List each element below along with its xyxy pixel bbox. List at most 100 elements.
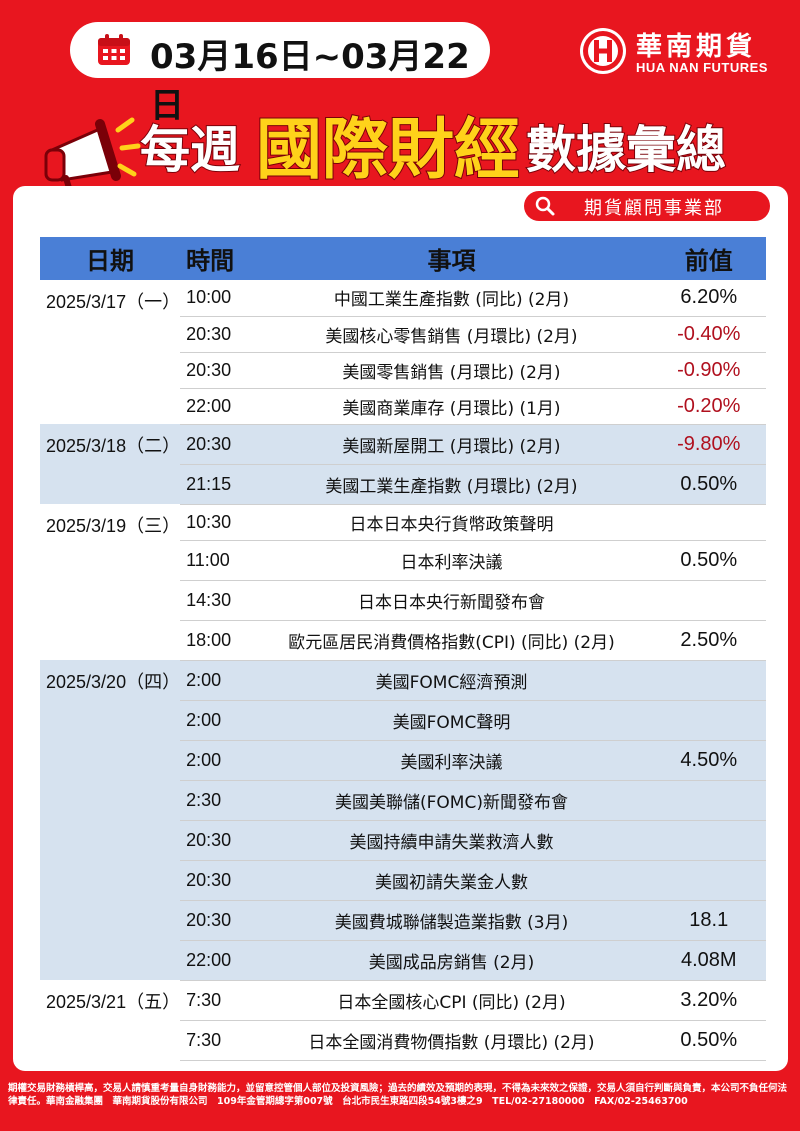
row-previous bbox=[651, 660, 766, 701]
table-row: 2025/3/17（一） 10:00 中國工業生產指數 (同比) (2月) 6.… bbox=[40, 280, 766, 317]
page-title: 每週 國際財經 數據彙總 bbox=[139, 94, 760, 189]
table-row: 2025/3/21（五） 7:30 日本全國核心CPI (同比) (2月) 3.… bbox=[40, 980, 766, 1021]
row-previous: 0.50% bbox=[651, 1020, 766, 1061]
row-previous: -9.80% bbox=[651, 424, 766, 465]
row-item: 美國FOMC經濟預測 bbox=[251, 660, 652, 701]
calendar-icon bbox=[98, 34, 130, 65]
row-time: 2:30 bbox=[180, 780, 252, 821]
table-row: 11:00 日本利率決議 0.50% bbox=[40, 540, 766, 581]
table-body: 2025/3/17（一） 10:00 中國工業生產指數 (同比) (2月) 6.… bbox=[40, 280, 766, 1061]
row-date: 2025/3/18（二） bbox=[40, 424, 181, 504]
row-item: 美國商業庫存 (月環比) (1月) bbox=[251, 388, 652, 425]
table-row: 2025/3/19（三） 10:30 日本日本央行貨幣政策聲明 bbox=[40, 504, 766, 541]
table-row: 21:15 美國工業生產指數 (月環比) (2月) 0.50% bbox=[40, 464, 766, 505]
row-time: 20:30 bbox=[180, 352, 252, 389]
row-previous: 2.50% bbox=[651, 620, 766, 661]
table-row: 22:00 美國成品房銷售 (2月) 4.08M bbox=[40, 940, 766, 981]
header-date: 日期 bbox=[40, 237, 181, 280]
title-part-weekly: 每週 bbox=[139, 120, 241, 180]
row-item: 日本全國消費物價指數 (月環比) (2月) bbox=[251, 1020, 652, 1061]
row-previous: 0.50% bbox=[651, 540, 766, 581]
row-date: 2025/3/20（四） bbox=[40, 660, 181, 980]
date-range: 03月16日~03月22日 bbox=[150, 37, 470, 126]
row-item: 日本日本央行貨幣政策聲明 bbox=[251, 504, 652, 541]
row-item: 歐元區居民消費價格指數(CPI) (同比) (2月) bbox=[251, 620, 652, 661]
row-previous bbox=[651, 580, 766, 621]
row-previous: 3.20% bbox=[651, 980, 766, 1021]
row-time: 20:30 bbox=[180, 860, 252, 901]
row-previous bbox=[651, 860, 766, 901]
title-part-data-summary: 數據彙總 bbox=[525, 120, 727, 180]
row-time: 7:30 bbox=[180, 1020, 252, 1061]
row-previous bbox=[651, 780, 766, 821]
search-icon bbox=[535, 196, 555, 216]
row-previous: 4.50% bbox=[651, 740, 766, 781]
row-time: 21:15 bbox=[180, 464, 252, 505]
header-item: 事項 bbox=[251, 237, 652, 280]
row-previous: -0.20% bbox=[651, 388, 766, 425]
table-row: 2025/3/18（二） 20:30 美國新屋開工 (月環比) (2月) -9.… bbox=[40, 424, 766, 504]
table-row: 22:00 美國商業庫存 (月環比) (1月) -0.20% bbox=[40, 388, 766, 425]
table-row: 18:00 歐元區居民消費價格指數(CPI) (同比) (2月) 2.50% bbox=[40, 620, 766, 661]
table-header-row: 日期 時間 事項 前值 bbox=[40, 237, 766, 280]
row-item: 日本利率決議 bbox=[251, 540, 652, 581]
row-date: 2025/3/21（五） bbox=[46, 992, 181, 1012]
row-item: 美國初請失業金人數 bbox=[251, 860, 652, 901]
row-previous: 4.08M bbox=[651, 940, 766, 981]
table-row: 20:30 美國費城聯儲製造業指數 (3月) 18.1 bbox=[40, 900, 766, 941]
row-item: 美國持續申請失業救濟人數 bbox=[251, 820, 652, 861]
logo-mark-icon bbox=[580, 28, 626, 74]
row-time: 20:30 bbox=[180, 820, 252, 861]
row-item: 美國利率決議 bbox=[251, 740, 652, 781]
row-time: 10:30 bbox=[180, 504, 252, 541]
row-time: 20:30 bbox=[180, 900, 252, 941]
table-row: 20:30 美國持續申請失業救濟人數 bbox=[40, 820, 766, 861]
row-item: 中國工業生產指數 (同比) (2月) bbox=[251, 280, 652, 317]
row-item: 日本全國核心CPI (同比) (2月) bbox=[251, 980, 652, 1021]
row-previous: -0.40% bbox=[651, 316, 766, 353]
table-row: 2:30 美國美聯儲(FOMC)新聞發布會 bbox=[40, 780, 766, 821]
logo-name-cn: 華南期貨 bbox=[636, 32, 757, 62]
row-item: 美國美聯儲(FOMC)新聞發布會 bbox=[251, 780, 652, 821]
table-row: 7:30 日本全國消費物價指數 (月環比) (2月) 0.50% bbox=[40, 1020, 766, 1061]
row-time: 20:30 bbox=[180, 424, 252, 465]
row-item: 美國FOMC聲明 bbox=[251, 700, 652, 741]
row-time: 20:30 bbox=[180, 316, 252, 353]
row-time: 18:00 bbox=[180, 620, 252, 661]
row-item: 美國核心零售銷售 (月環比) (2月) bbox=[251, 316, 652, 353]
table-row: 20:30 美國初請失業金人數 bbox=[40, 860, 766, 901]
economic-calendar-table: 日期 時間 事項 前值 2025/3/17（一） 10:00 中國工業生產指數 … bbox=[40, 237, 766, 1061]
table-row: 20:30 美國零售銷售 (月環比) (2月) -0.90% bbox=[40, 352, 766, 389]
row-item: 美國零售銷售 (月環比) (2月) bbox=[251, 352, 652, 389]
row-time: 2:00 bbox=[180, 660, 252, 701]
row-previous bbox=[651, 504, 766, 541]
department-name: 期貨顧問事業部 bbox=[584, 198, 724, 219]
row-item: 美國工業生產指數 (月環比) (2月) bbox=[251, 464, 652, 505]
row-previous: 0.50% bbox=[651, 464, 766, 505]
row-time: 22:00 bbox=[180, 388, 252, 425]
company-logo: 華南期貨 HUA NAN FUTURES bbox=[580, 26, 780, 82]
table-row: 14:30 日本日本央行新聞發布會 bbox=[40, 580, 766, 621]
table-row: 2:00 美國利率決議 4.50% bbox=[40, 740, 766, 781]
row-time: 14:30 bbox=[180, 580, 252, 621]
table-row: 2:00 美國FOMC聲明 bbox=[40, 700, 766, 741]
row-time: 22:00 bbox=[180, 940, 252, 981]
logo-name-en: HUA NAN FUTURES bbox=[636, 60, 768, 75]
title-part-international-finance: 國際財經 bbox=[255, 110, 521, 189]
row-time: 10:00 bbox=[180, 280, 252, 317]
table-row: 2025/3/20（四） 2:00 美國FOMC經濟預測 bbox=[40, 660, 766, 980]
row-item: 美國新屋開工 (月環比) (2月) bbox=[251, 424, 652, 465]
row-time: 7:30 bbox=[180, 980, 252, 1021]
row-previous: 6.20% bbox=[651, 280, 766, 317]
row-date: 2025/3/17（一） bbox=[46, 292, 181, 312]
date-range-pill: 03月16日~03月22日 bbox=[70, 22, 490, 126]
row-item: 日本日本央行新聞發布會 bbox=[251, 580, 652, 621]
row-item: 美國成品房銷售 (2月) bbox=[251, 940, 652, 981]
row-previous bbox=[651, 820, 766, 861]
row-time: 2:00 bbox=[180, 740, 252, 781]
table-row: 20:30 美國核心零售銷售 (月環比) (2月) -0.40% bbox=[40, 316, 766, 353]
footer-disclaimer: 期權交易財務槓桿高，交易人請慎重考量自身財務能力，並留意控管個人部位及投資風險；… bbox=[8, 1083, 788, 1107]
row-previous bbox=[651, 700, 766, 741]
department-badge: 期貨顧問事業部 bbox=[524, 191, 770, 221]
header-previous: 前值 bbox=[651, 237, 766, 280]
